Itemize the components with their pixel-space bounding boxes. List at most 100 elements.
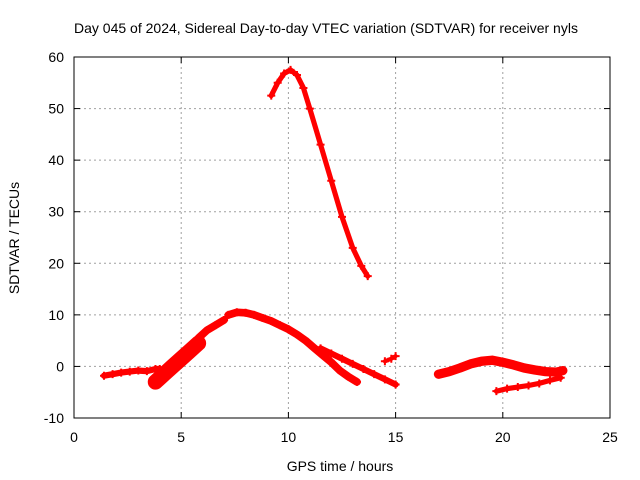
data-series-track-3 [194,316,229,343]
data-point [151,377,160,386]
data-point [363,272,372,281]
data-point [280,69,289,78]
data-point [558,366,567,375]
data-point [391,380,400,389]
data-point [348,243,357,252]
data-series-track-2 [147,335,207,390]
data-point [232,308,241,317]
y-tick-label: 40 [48,152,64,168]
data-point [488,356,497,365]
data-point [299,83,308,92]
y-tick-label: 0 [56,358,64,374]
y-tick-label: -10 [44,410,64,426]
data-point [108,370,117,379]
x-tick-label: 15 [388,429,404,445]
data-point [273,78,282,87]
data-point [117,368,126,377]
data-point [338,212,346,221]
series-line [194,316,228,342]
data-series-track-7 [380,352,400,366]
data-point [134,366,143,375]
y-tick-label: 10 [48,307,64,323]
data-point [434,370,443,379]
chart-title: Day 045 of 2024, Sidereal Day-to-day VTE… [74,20,578,36]
x-tick-label: 5 [177,429,185,445]
data-series-track-9 [492,373,565,396]
data-point [391,352,400,361]
data-point [445,367,454,376]
data-series-track-4 [224,308,362,386]
series-line [224,308,361,386]
data-point [327,176,336,185]
axis-ticks: 0 5 10 15 20 25 -10 0 10 20 30 40 50 60 [44,49,618,445]
data-point [335,366,344,375]
data-series-track-5 [316,344,400,389]
data-series-track-6 [267,65,372,281]
y-axis-label: SDTVAR / TECUs [6,182,22,294]
data-point [387,354,396,363]
y-tick-label: 60 [48,49,64,65]
data-point [357,261,366,270]
data-point [545,376,554,385]
data-point [327,349,336,358]
data-point [327,358,336,367]
data-point [353,377,362,386]
data-point [316,140,325,149]
data-point [541,367,550,376]
data-point [316,344,325,353]
data-point [338,354,346,363]
data-point [284,325,293,334]
data-point [185,346,194,355]
data-point [455,363,464,372]
data-point [552,368,561,377]
data-point [267,317,276,326]
data-point [250,310,259,319]
data-point [160,370,169,379]
data-point [524,381,533,390]
data-point [286,65,295,74]
data-point [380,375,389,384]
data-series-track-8 [433,355,568,379]
data-point [530,366,539,375]
plot-frame [73,56,611,419]
x-tick-label: 0 [70,429,78,445]
data-point [211,321,220,330]
data-point [202,326,211,335]
data-point [292,330,301,339]
data-point [509,360,518,369]
data-point [292,71,301,80]
data-point [348,359,357,368]
data-layer [100,65,568,396]
data-point [305,104,314,113]
data-point [142,367,151,376]
data-point [168,362,177,371]
data-point [359,365,368,374]
data-point [100,371,109,380]
data-point [258,313,267,322]
x-tick-label: 10 [281,429,297,445]
y-tick-label: 50 [48,101,64,117]
data-point [535,379,544,388]
data-point [503,384,512,393]
grid [74,57,610,418]
data-point [520,363,529,372]
data-point [275,321,284,330]
data-point [513,383,522,392]
data-point [466,359,475,368]
y-tick-label: 20 [48,255,64,271]
y-tick-label: 30 [48,204,64,220]
x-tick-label: 20 [495,429,511,445]
data-point [125,367,134,376]
data-point [498,358,507,367]
data-point [492,387,501,396]
data-point [301,336,310,345]
data-point [344,372,353,381]
data-point [380,357,389,366]
data-point [477,357,486,366]
data-point [370,370,379,379]
data-point [241,308,250,317]
x-tick-label: 25 [602,429,618,445]
data-point [220,316,229,325]
data-point [556,373,565,382]
